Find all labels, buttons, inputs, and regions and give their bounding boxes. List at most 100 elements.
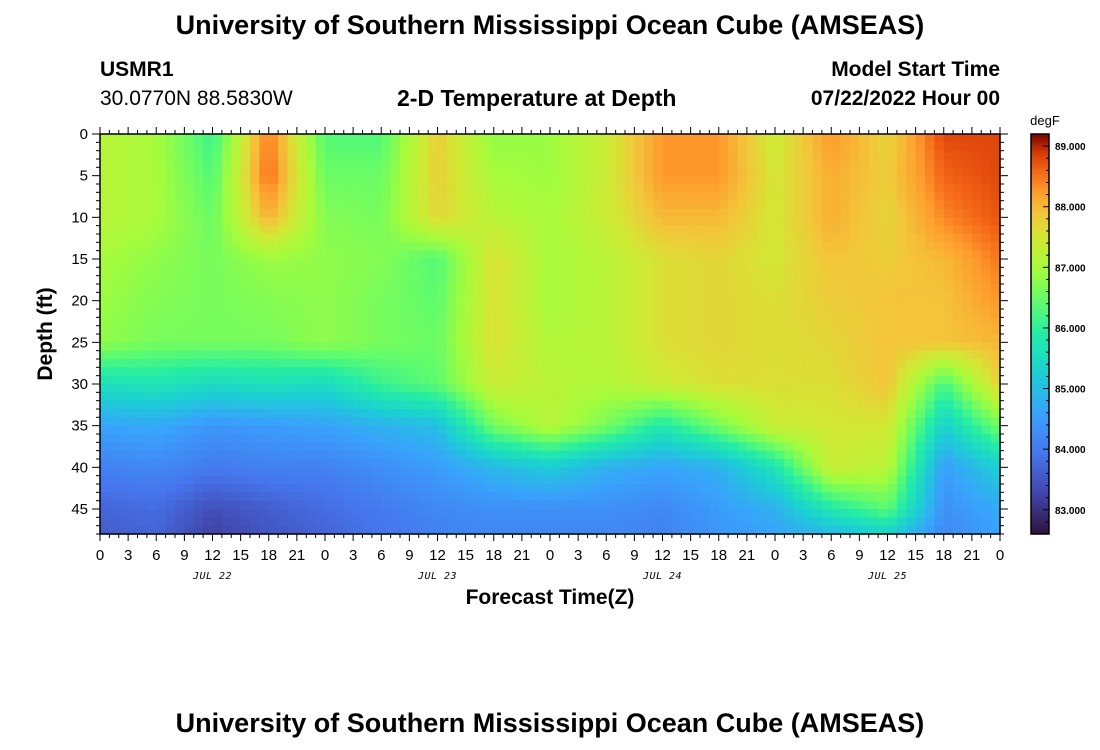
heatmap-cell — [128, 267, 139, 277]
heatmap-cell — [353, 325, 364, 335]
heatmap-cell — [559, 309, 570, 318]
heatmap-cell — [390, 159, 401, 168]
heatmap-cell — [521, 342, 532, 352]
heatmap-cell — [821, 225, 832, 235]
heatmap-cell — [634, 234, 645, 243]
heatmap-cell — [503, 309, 514, 318]
heatmap-cell — [446, 509, 457, 518]
heatmap-cell — [540, 250, 551, 260]
heatmap-cell — [718, 359, 729, 368]
heatmap-cell — [390, 367, 401, 377]
heatmap-cell — [718, 375, 729, 385]
heatmap-cell — [334, 367, 345, 377]
heatmap-cell — [981, 509, 992, 518]
heatmap-cell — [456, 350, 467, 360]
heatmap-cell — [128, 317, 139, 327]
heatmap-cell — [353, 467, 364, 477]
heatmap-cell — [868, 467, 879, 477]
heatmap-cell — [512, 467, 523, 477]
heatmap-cell — [662, 359, 673, 368]
heatmap-cell — [681, 159, 692, 168]
heatmap-cell — [756, 417, 767, 427]
heatmap-cell — [700, 234, 710, 243]
heatmap-cell — [559, 434, 570, 443]
heatmap-cell — [400, 200, 410, 210]
heatmap-cell — [250, 467, 260, 477]
heatmap-cell — [325, 325, 335, 335]
heatmap-cell — [503, 300, 514, 310]
heatmap-cell — [906, 284, 917, 293]
heatmap-cell — [559, 400, 570, 410]
heatmap-cell — [803, 484, 814, 493]
heatmap-cell — [456, 392, 467, 402]
heatmap-cell — [334, 400, 345, 410]
heatmap-cell — [493, 284, 504, 293]
heatmap-cell — [550, 234, 560, 243]
heatmap-cell — [306, 392, 317, 402]
heatmap-cell — [850, 242, 860, 252]
heatmap-cell — [193, 234, 204, 243]
heatmap-cell — [793, 200, 804, 210]
heatmap-cell — [165, 284, 176, 293]
heatmap-cell — [231, 134, 242, 143]
heatmap-cell — [278, 242, 289, 252]
heatmap-cell — [184, 400, 195, 410]
heatmap-cell — [212, 392, 223, 402]
heatmap-cell — [925, 167, 935, 177]
heatmap-cell — [325, 350, 335, 360]
heatmap-cell — [718, 342, 729, 352]
heatmap-cell — [446, 142, 457, 152]
heatmap-cell — [981, 267, 992, 277]
heatmap-cell — [615, 284, 626, 293]
heatmap-cell — [550, 217, 560, 227]
heatmap-cell — [690, 234, 701, 243]
heatmap-cell — [371, 434, 382, 443]
heatmap-cell — [681, 134, 692, 143]
heatmap-cell — [165, 150, 176, 160]
heatmap-cell — [943, 275, 954, 285]
heatmap-cell — [568, 417, 579, 427]
heatmap-cell — [240, 175, 251, 185]
heatmap-cell — [343, 217, 354, 227]
heatmap-cell — [831, 525, 842, 535]
heatmap-cell — [390, 450, 401, 460]
heatmap-cell — [137, 459, 148, 468]
heatmap-cell — [625, 292, 635, 302]
heatmap-cell — [456, 267, 467, 277]
heatmap-cell — [925, 142, 935, 152]
heatmap-cell — [362, 500, 373, 510]
heatmap-cell — [315, 175, 326, 185]
heatmap-cell — [353, 450, 364, 460]
heatmap-cell — [240, 300, 251, 310]
heatmap-cell — [596, 309, 607, 318]
heatmap-cell — [709, 375, 720, 385]
heatmap-cell — [775, 459, 785, 468]
heatmap-cell — [662, 417, 673, 427]
heatmap-cell — [756, 225, 767, 235]
heatmap-cell — [203, 225, 214, 235]
heatmap-cell — [503, 392, 514, 402]
heatmap-cell — [503, 167, 514, 177]
heatmap-cell — [259, 375, 270, 385]
heatmap-cell — [793, 225, 804, 235]
heatmap-cell — [990, 500, 1001, 510]
heatmap-cell — [728, 300, 739, 310]
heatmap-cell — [746, 234, 757, 243]
heatmap-cell — [156, 509, 167, 518]
heatmap-cell — [418, 475, 429, 485]
heatmap-cell — [709, 517, 720, 527]
heatmap-cell — [896, 350, 907, 360]
heatmap-cell — [971, 317, 982, 327]
heatmap-cell — [765, 275, 776, 285]
heatmap-cell — [709, 325, 720, 335]
heatmap-cell — [943, 167, 954, 177]
heatmap-cell — [737, 342, 748, 352]
heatmap-cell — [203, 475, 214, 485]
heatmap-cell — [493, 434, 504, 443]
heatmap-cell — [990, 300, 1001, 310]
heatmap-cell — [512, 459, 523, 468]
heatmap-cell — [118, 134, 129, 143]
heatmap-cell — [953, 317, 964, 327]
heatmap-cell — [850, 200, 860, 210]
heatmap-cell — [418, 309, 429, 318]
